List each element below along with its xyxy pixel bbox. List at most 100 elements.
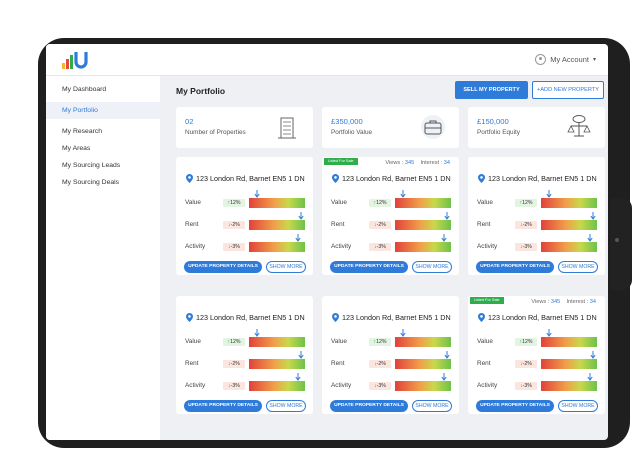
metric-gradient-bar	[395, 242, 451, 252]
metric-row-value: Value ↑12%	[477, 190, 597, 208]
property-address: 123 London Rd, Barnet EN5 1 DN	[186, 313, 305, 322]
metric-row-activity: Activity ↓-3%	[477, 373, 597, 391]
update-property-button[interactable]: UPDATE PROPERTY DETAILS	[184, 261, 262, 273]
account-menu[interactable]: My Account ▾	[535, 54, 596, 65]
metric-gradient-bar	[249, 359, 305, 369]
metric-change: 12%	[230, 200, 241, 206]
metric-gradient-bar	[541, 242, 597, 252]
metric-change: -3%	[376, 383, 386, 389]
metric-row-activity: Activity ↓-3%	[185, 373, 305, 391]
property-card: Listed For Sale Views : 345 Interest : 34…	[322, 157, 459, 275]
metric-label: Value	[331, 199, 347, 206]
arrow-down-marker-icon	[590, 212, 596, 220]
metric-row-value: Value ↑12%	[185, 190, 305, 208]
metric-change: -2%	[376, 361, 386, 367]
show-more-button[interactable]: SHOW MORE	[266, 400, 306, 412]
metric-gradient-bar	[249, 198, 305, 208]
show-more-button[interactable]: SHOW MORE	[412, 400, 452, 412]
building-icon	[278, 117, 296, 139]
update-property-button[interactable]: UPDATE PROPERTY DETAILS	[330, 400, 408, 412]
location-pin-icon	[186, 174, 193, 183]
stat-label: Portfolio Equity	[477, 129, 520, 136]
address-text: 123 London Rd, Barnet EN5 1 DN	[488, 313, 597, 322]
metric-change: 12%	[376, 339, 387, 345]
metric-gradient-bar	[541, 198, 597, 208]
show-more-button[interactable]: SHOW MORE	[558, 400, 598, 412]
views-interest: Views : 345 Interest : 34	[385, 160, 450, 166]
sell-property-button[interactable]: SELL MY PROPERTY	[455, 81, 528, 99]
interest-count: 34	[589, 299, 596, 305]
sidebar-item-sourcing-leads[interactable]: My Sourcing Leads	[62, 162, 121, 169]
tablet-camera	[615, 238, 619, 242]
add-property-button[interactable]: +ADD NEW PROPERTY	[532, 81, 604, 99]
views-count: 345	[550, 299, 561, 305]
metric-change-badge: ↓-3%	[223, 243, 245, 251]
tablet-side-button	[610, 198, 632, 290]
update-property-button[interactable]: UPDATE PROPERTY DETAILS	[330, 261, 408, 273]
interest-label: Interest :	[420, 160, 443, 166]
location-pin-icon	[332, 174, 339, 183]
page-title: My Portfolio	[176, 86, 226, 96]
address-text: 123 London Rd, Barnet EN5 1 DN	[196, 174, 305, 183]
metric-change: 12%	[230, 339, 241, 345]
sidebar-item-dashboard[interactable]: My Dashboard	[62, 86, 107, 93]
metric-change: 12%	[522, 339, 533, 345]
property-card: 123 London Rd, Barnet EN5 1 DN Value ↑12% R…	[176, 296, 313, 414]
show-more-button[interactable]: SHOW MORE	[412, 261, 452, 273]
update-property-button[interactable]: UPDATE PROPERTY DETAILS	[476, 400, 554, 412]
top-bar: My Account ▾	[46, 44, 608, 76]
avatar-icon	[535, 54, 547, 65]
metric-label: Rent	[331, 360, 345, 367]
metric-row-rent: Rent ↓-2%	[477, 351, 597, 369]
metric-change: -2%	[522, 361, 532, 367]
metric-label: Rent	[331, 221, 345, 228]
metric-row-rent: Rent ↓-2%	[331, 212, 451, 230]
interest-count: 34	[443, 160, 450, 166]
metric-gradient-bar	[395, 337, 451, 347]
arrow-down-marker-icon	[444, 212, 450, 220]
show-more-button[interactable]: SHOW MORE	[266, 261, 306, 273]
metric-change-badge: ↓-3%	[223, 382, 245, 390]
metric-label: Activity	[477, 382, 498, 389]
location-pin-icon	[478, 313, 485, 322]
briefcase-icon	[421, 115, 445, 139]
sidebar: My Dashboard My Portfolio My Research My…	[46, 76, 160, 440]
metric-gradient-bar	[249, 242, 305, 252]
show-more-button[interactable]: SHOW MORE	[558, 261, 598, 273]
stat-value: £350,000	[331, 117, 363, 126]
stat-label: Portfolio Value	[331, 129, 373, 136]
update-property-button[interactable]: UPDATE PROPERTY DETAILS	[184, 400, 262, 412]
metric-change-badge: ↓-2%	[515, 221, 537, 229]
metric-row-value: Value ↑12%	[477, 329, 597, 347]
metric-change-badge: ↑12%	[369, 338, 391, 346]
property-address: 123 London Rd, Barnet EN5 1 DN	[332, 174, 451, 183]
metric-row-rent: Rent ↓-2%	[185, 351, 305, 369]
arrow-down-marker-icon	[400, 190, 406, 198]
metric-gradient-bar	[395, 198, 451, 208]
views-label: Views :	[531, 299, 550, 305]
metric-label: Rent	[185, 221, 199, 228]
metric-label: Value	[185, 338, 201, 345]
metric-gradient-bar	[541, 359, 597, 369]
metric-change: -3%	[522, 383, 532, 389]
metric-change-badge: ↑12%	[223, 199, 245, 207]
metric-row-value: Value ↑12%	[185, 329, 305, 347]
sidebar-item-research[interactable]: My Research	[62, 128, 103, 135]
metric-label: Activity	[331, 243, 352, 250]
sidebar-item-areas[interactable]: My Areas	[62, 145, 91, 152]
metric-change-badge: ↑12%	[515, 338, 537, 346]
metric-change: 12%	[522, 200, 533, 206]
metric-change-badge: ↓-3%	[369, 382, 391, 390]
property-card: 123 London Rd, Barnet EN5 1 DN Value ↑12% R…	[468, 157, 605, 275]
sidebar-item-portfolio[interactable]: My Portfolio	[46, 102, 160, 119]
sidebar-item-sourcing-deals[interactable]: My Sourcing Deals	[62, 179, 120, 186]
views-interest: Views : 345 Interest : 34	[531, 299, 596, 305]
metric-change-badge: ↓-2%	[223, 221, 245, 229]
metric-row-activity: Activity ↓-3%	[185, 234, 305, 252]
arrow-down-marker-icon	[441, 234, 447, 242]
metric-row-value: Value ↑12%	[331, 190, 451, 208]
update-property-button[interactable]: UPDATE PROPERTY DETAILS	[476, 261, 554, 273]
metric-label: Rent	[185, 360, 199, 367]
address-text: 123 London Rd, Barnet EN5 1 DN	[342, 313, 451, 322]
metric-gradient-bar	[395, 359, 451, 369]
